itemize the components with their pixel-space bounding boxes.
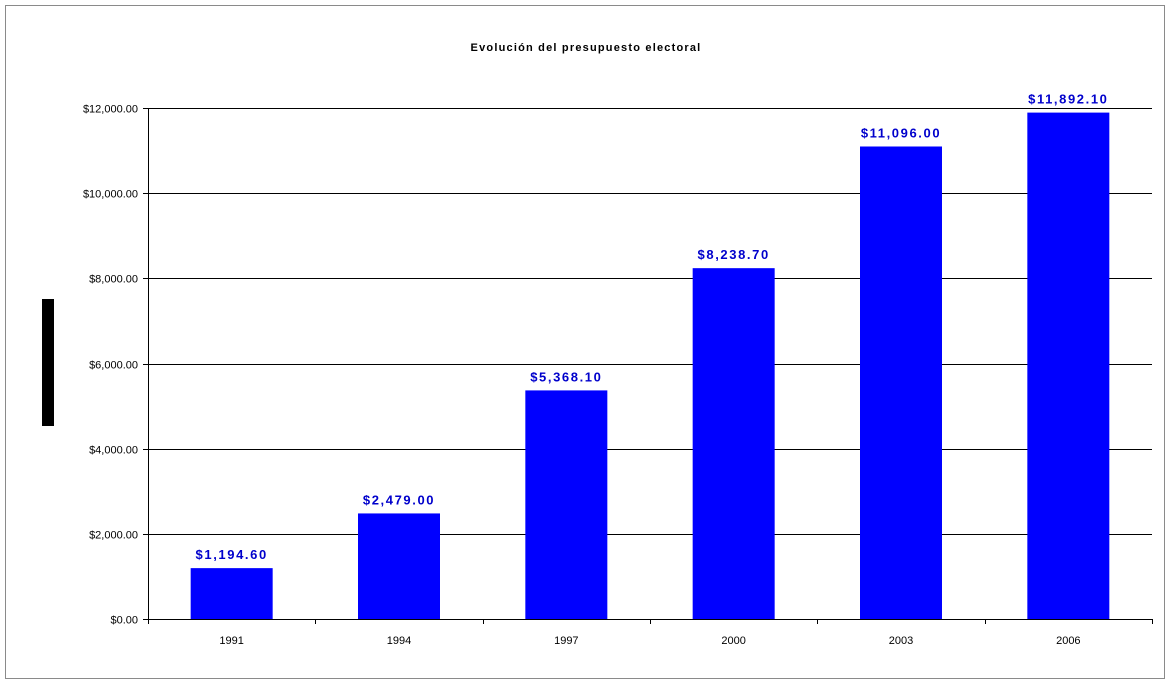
y-tick-label: $2,000.00 xyxy=(89,530,138,542)
x-tick-label-1994: 1994 xyxy=(387,635,411,647)
redaction-bar xyxy=(42,299,54,426)
bar-2003 xyxy=(860,146,942,619)
bar-1991 xyxy=(190,568,273,619)
bar-1997 xyxy=(525,390,608,619)
data-label-2006: $11,892.10 xyxy=(1028,92,1108,107)
chart-title: Evolución del presupuesto electoral xyxy=(471,42,702,54)
axes xyxy=(143,108,1153,624)
y-axis-tick-labels: $0.00 $2,000.00 $4,000.00 $6,000.00 $8,000.0… xyxy=(83,104,138,627)
x-axis-tick-labels: 1991 1994 1997 2000 2003 2006 xyxy=(219,635,1080,647)
bars xyxy=(190,112,1110,620)
y-tick-label: $4,000.00 xyxy=(89,445,138,457)
bar-1994 xyxy=(358,513,440,619)
data-label-2000: $8,238.70 xyxy=(698,247,770,262)
data-label-1997: $5,368.10 xyxy=(530,369,602,384)
y-tick-label: $10,000.00 xyxy=(83,189,138,201)
bar-2000 xyxy=(692,268,775,619)
y-tick-label: $6,000.00 xyxy=(89,360,138,372)
y-tick-label: $12,000.00 xyxy=(83,104,138,116)
x-tick-label-1991: 1991 xyxy=(219,635,243,647)
x-tick-label-2003: 2003 xyxy=(889,635,913,647)
x-tick-label-2006: 2006 xyxy=(1056,635,1080,647)
data-label-2003: $11,096.00 xyxy=(861,125,941,140)
x-tick-label-1997: 1997 xyxy=(554,635,578,647)
data-label-1994: $2,479.00 xyxy=(363,492,435,507)
gridlines xyxy=(148,108,1152,535)
bar-2006 xyxy=(1027,112,1110,620)
y-tick-label: $0.00 xyxy=(110,615,138,627)
data-labels: $1,194.60 $2,479.00 $5,368.10 $8,238.70 $11,… xyxy=(196,92,1108,563)
y-tick-label: $8,000.00 xyxy=(89,274,138,286)
x-tick-label-2000: 2000 xyxy=(721,635,745,647)
data-label-1991: $1,194.60 xyxy=(196,547,268,562)
